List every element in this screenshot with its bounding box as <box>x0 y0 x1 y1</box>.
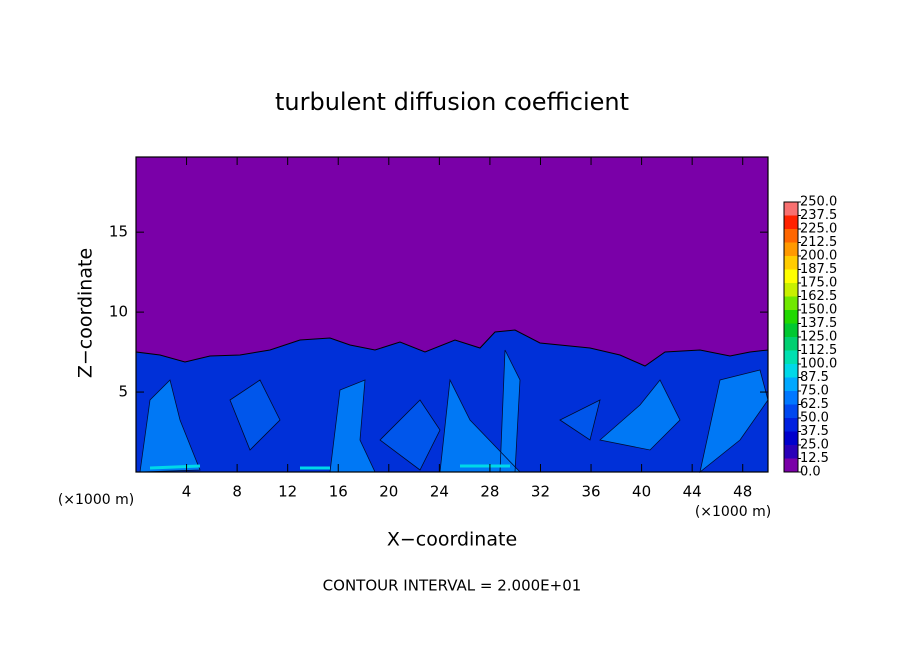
x-tick-label: 4 <box>182 483 192 501</box>
colorbar-label: 200.0 <box>800 249 837 264</box>
colorbar-swatch <box>784 431 798 445</box>
colorbar-label: 62.5 <box>800 397 829 412</box>
colorbar-label: 137.5 <box>800 316 837 331</box>
colorbar-label: 125.0 <box>800 330 837 345</box>
colorbar-swatch <box>784 404 798 418</box>
colorbar-swatch <box>784 202 798 216</box>
colorbar-swatch <box>784 296 798 310</box>
x-tick-label: 44 <box>683 483 702 501</box>
colorbar-label: 225.0 <box>800 222 837 237</box>
x-tick-label: 8 <box>232 483 242 501</box>
colorbar-swatch <box>784 242 798 256</box>
chart-title: turbulent diffusion coefficient <box>275 88 629 116</box>
colorbar-label: 25.0 <box>800 438 829 453</box>
y-tick-label: 10 <box>109 303 128 321</box>
colorbar-label: 212.5 <box>800 235 837 250</box>
colorbar-swatch <box>784 215 798 229</box>
colorbar-swatch <box>784 445 798 459</box>
colorbar-swatch <box>784 377 798 391</box>
colorbar-swatch <box>784 337 798 351</box>
y-tick-label: 15 <box>109 223 128 241</box>
x-axis-label: X−coordinate <box>387 529 517 551</box>
x-unit-label: (×1000 m) <box>58 492 134 508</box>
colorbar-label: 12.5 <box>800 451 829 466</box>
colorbar-label: 237.5 <box>800 208 837 223</box>
colorbar-label: 250.0 <box>800 195 837 210</box>
colorbar-label: 0.0 <box>800 465 821 480</box>
colorbar-swatch <box>784 283 798 297</box>
colorbar-swatch <box>784 350 798 364</box>
colorbar-swatch <box>784 256 798 270</box>
colorbar-label: 175.0 <box>800 276 837 291</box>
colorbar-label: 75.0 <box>800 384 829 399</box>
turbulent-streak <box>139 349 769 474</box>
x-tick-label: 16 <box>329 483 348 501</box>
x-tick-label: 20 <box>379 483 398 501</box>
x-tick-label: 40 <box>632 483 651 501</box>
y-tick-label: 5 <box>118 383 128 401</box>
colorbar-swatch <box>784 418 798 432</box>
colorbar-label: 87.5 <box>800 370 829 385</box>
colorbar-swatch <box>784 323 798 337</box>
colorbar-swatch <box>784 364 798 378</box>
colorbar-swatch <box>784 310 798 324</box>
colorbar-label: 187.5 <box>800 262 837 277</box>
colorbar-label: 37.5 <box>800 424 829 439</box>
x-tick-label: 24 <box>430 483 449 501</box>
x-unit-label: (×1000 m) <box>695 504 771 520</box>
colorbar-swatch <box>784 269 798 283</box>
colorbar-label: 50.0 <box>800 411 829 426</box>
colorbar-label: 162.5 <box>800 289 837 304</box>
colorbar-label: 112.5 <box>800 343 837 358</box>
colorbar-swatch <box>784 229 798 243</box>
x-tick-label: 12 <box>278 483 297 501</box>
surface-streak <box>149 464 510 470</box>
x-tick-label: 36 <box>581 483 600 501</box>
turbulent-streak <box>229 379 601 471</box>
footer-note: CONTOUR INTERVAL = 2.000E+01 <box>323 577 582 595</box>
colorbar-swatch <box>784 391 798 405</box>
y-axis-label: Z−coordinate <box>75 248 97 378</box>
colorbar-swatch <box>784 458 798 472</box>
x-tick-label: 28 <box>480 483 499 501</box>
plot-frame <box>135 156 769 473</box>
colorbar-label: 100.0 <box>800 357 837 372</box>
contour-field <box>135 157 769 474</box>
x-tick-label: 32 <box>531 483 550 501</box>
x-tick-label: 48 <box>733 483 752 501</box>
colorbar-label: 150.0 <box>800 303 837 318</box>
